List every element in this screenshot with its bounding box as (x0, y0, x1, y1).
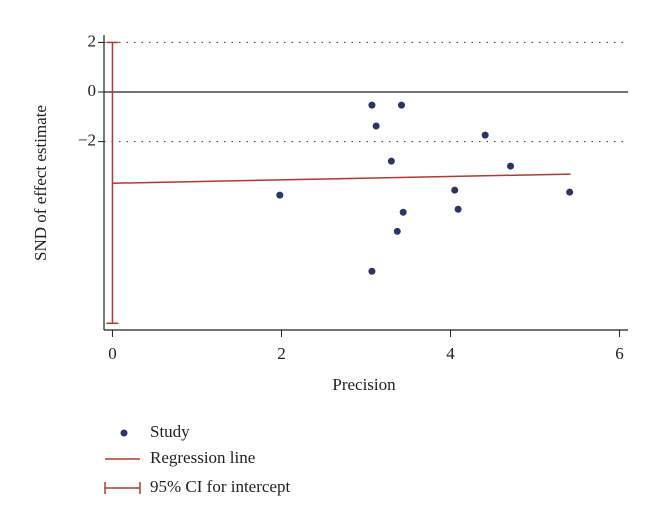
point (387, 157, 395, 165)
legend-label: Regression line (150, 448, 255, 467)
legend-ci (104, 482, 141, 494)
point (393, 227, 401, 235)
point (481, 131, 489, 139)
y-axis-label: SND of effect estimate (31, 105, 50, 261)
y-tick-label: 0 (88, 81, 97, 100)
regression-line (112, 173, 571, 184)
legend-marker (120, 429, 128, 437)
y-tick-label: −2 (78, 131, 96, 150)
point (507, 162, 515, 170)
x-tick-label: 2 (277, 344, 286, 363)
legend-label: 95% CI for intercept (150, 477, 290, 496)
point (397, 101, 405, 109)
y-tick-label: 2 (88, 31, 97, 50)
x-tick-label: 4 (446, 344, 455, 363)
legend-label: Study (150, 422, 190, 441)
point (399, 208, 407, 216)
point (451, 186, 459, 194)
x-axis-label: Precision (332, 375, 396, 394)
x-tick-label: 6 (615, 344, 624, 363)
point (276, 191, 284, 199)
x-tick-label: 0 (108, 344, 117, 363)
point (368, 267, 376, 275)
point (566, 188, 574, 196)
point (454, 205, 462, 213)
point (372, 122, 380, 130)
point (368, 101, 376, 109)
